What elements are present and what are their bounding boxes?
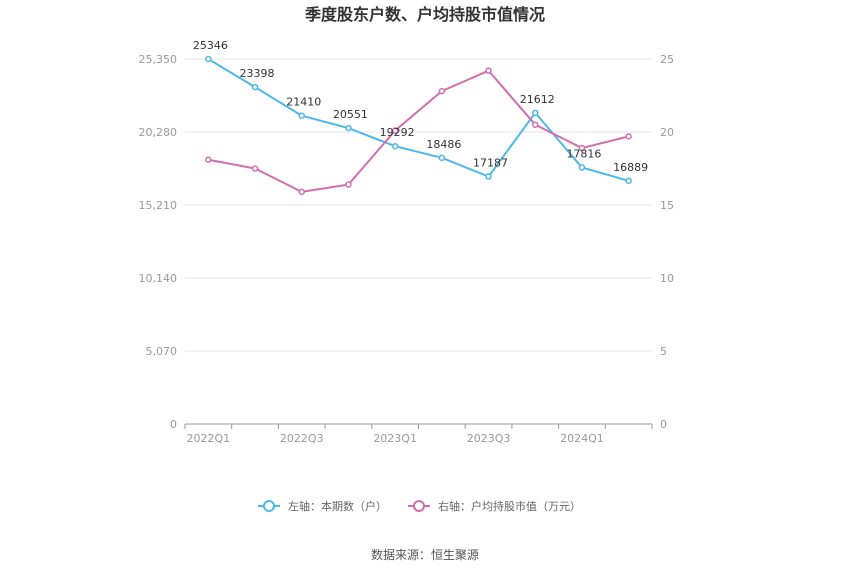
data-point [438,87,446,95]
data-label: 25346 [193,39,228,52]
legend-marker-icon [413,500,425,512]
data-label: 20551 [333,108,368,121]
legend-marker-icon [263,500,275,512]
legend-label: 左轴：本期数（户） [288,499,387,513]
data-point [205,55,212,63]
series-line-1 [207,58,629,182]
data-point [251,83,259,91]
data-point [298,188,305,196]
y-right-tick-label: 0 [660,418,667,431]
data-point [532,121,539,128]
data-point [438,154,446,162]
data-point [205,156,212,163]
data-point [345,181,352,188]
legend-label: 右轴：户均持股市值（万元） [438,499,581,513]
series-line-2 [208,69,629,193]
data-point [345,124,352,132]
y-left-tick-label: 25,350 [139,53,178,66]
y-left-tick-label: 0 [170,418,177,431]
legend: 左轴：本期数（户） 右轴：户均持股市值（万元） [258,499,581,513]
data-labels: 25346 23398 21410 20551 19292 18486 17187 21612… [193,39,648,174]
x-tick-label: 2023Q1 [373,432,417,445]
data-point [391,127,399,134]
data-point [298,112,305,119]
y-left-tick-label: 10,140 [139,272,178,285]
series-group [205,55,632,196]
data-point [578,164,586,171]
x-tick-label: 2024Q1 [560,432,604,445]
data-point [485,173,492,180]
data-label: 17187 [473,157,508,170]
data-label: 21410 [286,96,321,109]
data-label: 19292 [380,126,415,139]
y-right-tick-label: 25 [660,53,674,66]
data-point [391,142,399,150]
data-point [625,133,632,140]
source-note: 数据来源：恒生聚源 [371,547,479,562]
x-tick-label: 2022Q1 [187,432,231,445]
data-point [532,109,539,117]
data-point [625,177,632,185]
y-right-tick-label: 20 [660,126,674,139]
y-right-tick-label: 10 [660,272,674,285]
x-tick-label: 2023Q3 [467,432,511,445]
y-left-tick-label: 15,210 [139,199,178,212]
x-tick-label: 2022Q3 [280,432,324,445]
data-point [485,67,492,74]
y-left-tick-label: 20,280 [139,126,178,139]
data-label: 23398 [240,67,275,80]
grid [185,58,652,352]
data-label: 17816 [566,147,601,160]
data-label: 21612 [520,93,555,106]
chart-title: 季度股东户数、户均持股市值情况 [304,5,545,24]
data-point [578,144,586,152]
y-right-tick-label: 15 [660,199,674,212]
data-point [251,165,259,172]
y-right-tick-label: 5 [660,345,667,358]
y-left-tick-label: 5,070 [146,345,178,358]
axes: 0 5,070 10,140 15,210 20,280 25,350 0 5 10 15 20 25… [139,53,675,445]
data-label: 16889 [613,161,648,174]
data-label: 18486 [426,138,461,151]
